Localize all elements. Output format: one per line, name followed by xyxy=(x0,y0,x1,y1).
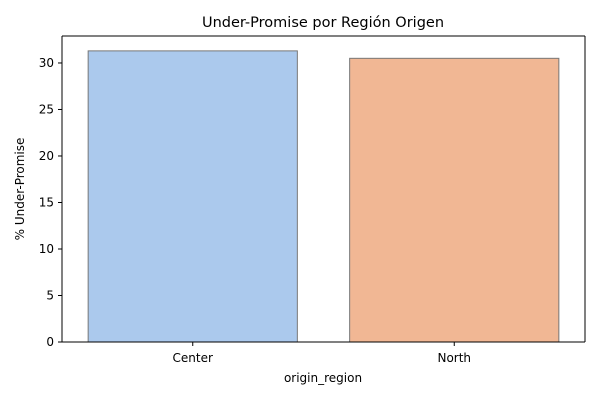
y-tick-label: 20 xyxy=(39,149,54,163)
x-axis: Center North xyxy=(173,342,471,365)
y-axis: 0 5 10 15 20 25 30 xyxy=(39,56,62,349)
bar-north xyxy=(349,57,560,343)
y-tick-label: 15 xyxy=(39,195,54,209)
y-tick-label: 25 xyxy=(39,102,54,116)
x-tick-label: North xyxy=(437,351,471,365)
y-tick-label: 0 xyxy=(46,335,54,349)
y-tick-label: 5 xyxy=(46,288,54,302)
chart-title: Under-Promise por Región Origen xyxy=(202,15,444,31)
y-tick-label: 10 xyxy=(39,242,54,256)
bar-center xyxy=(87,50,298,343)
bars-group xyxy=(87,50,560,343)
x-axis-label: origin_region xyxy=(284,371,362,385)
y-axis-label: % Under-Promise xyxy=(13,138,27,241)
y-tick-label: 30 xyxy=(39,56,54,70)
x-tick-label: Center xyxy=(173,351,213,365)
